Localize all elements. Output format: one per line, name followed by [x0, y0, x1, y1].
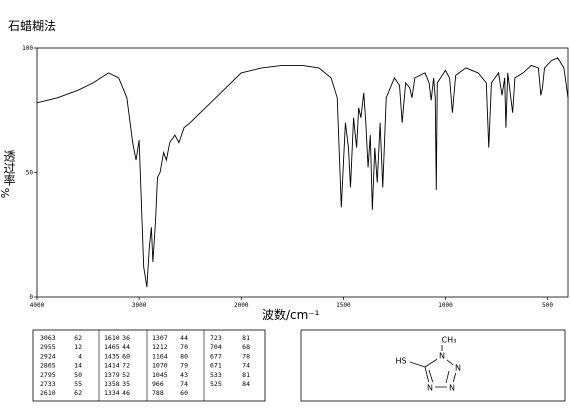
table-wavenumber: 2795 [40, 371, 56, 379]
table-wavenumber: 2955 [40, 343, 56, 351]
table-transmittance: 50 [74, 371, 82, 379]
table-wavenumber: 1045 [152, 371, 168, 379]
table-transmittance: 14 [74, 362, 82, 370]
table-wavenumber: 966 [152, 380, 164, 388]
table-wavenumber: 1307 [152, 334, 168, 342]
label-bg [453, 363, 462, 373]
table-wavenumber: 533 [210, 371, 222, 379]
atom-label: N [449, 384, 455, 393]
table-wavenumber: 3063 [40, 334, 56, 342]
y-tick-label: 50 [26, 170, 34, 177]
table-wavenumber: 525 [210, 380, 222, 388]
table-wavenumber: 1164 [152, 352, 168, 360]
table-transmittance: 79 [180, 362, 188, 370]
peak-table-frame [32, 329, 266, 402]
table-transmittance: 81 [242, 334, 250, 342]
table-wavenumber: 671 [210, 362, 222, 370]
table-wavenumber: 2865 [40, 362, 56, 370]
table-transmittance: 68 [242, 343, 250, 351]
table-transmittance: 35 [122, 380, 130, 388]
table-transmittance: 12 [74, 343, 82, 351]
x-tick-label: 3000 [132, 302, 147, 309]
x-tick-label: 2000 [234, 302, 249, 309]
table-transmittance: 62 [74, 334, 82, 342]
table-wavenumber: 1379 [104, 371, 120, 379]
x-tick-label: 1000 [438, 302, 453, 309]
table-transmittance: 60 [122, 352, 130, 360]
table-transmittance: 80 [180, 352, 188, 360]
table-wavenumber: 704 [210, 343, 222, 351]
table-wavenumber: 2610 [40, 389, 56, 397]
plot-frame [36, 47, 569, 298]
table-transmittance: 81 [242, 371, 250, 379]
x-tick-label: 500 [542, 302, 553, 309]
table-transmittance: 60 [180, 389, 188, 397]
table-transmittance: 43 [180, 371, 188, 379]
label-bg [447, 382, 457, 392]
substituent-label: CH₃ [442, 336, 457, 345]
y-tick-label: 0 [29, 294, 33, 301]
table-transmittance: 78 [242, 352, 250, 360]
table-wavenumber: 1435 [104, 352, 120, 360]
table-transmittance: 44 [122, 343, 130, 351]
x-tick-label: 4000 [30, 302, 45, 309]
table-wavenumber: 1358 [104, 380, 120, 388]
chart-title: 石蜡糊法 [8, 18, 56, 33]
table-transmittance: 74 [242, 362, 250, 370]
table-transmittance: 70 [180, 343, 188, 351]
table-transmittance: 44 [180, 334, 188, 342]
table-transmittance: 62 [74, 389, 82, 397]
table-transmittance: 4 [78, 352, 82, 360]
y-tick-label: 100 [22, 45, 33, 52]
table-wavenumber: 1334 [104, 389, 120, 397]
table-wavenumber: 2924 [40, 352, 56, 360]
table-wavenumber: 1465 [104, 343, 120, 351]
table-transmittance: 52 [122, 371, 130, 379]
table-wavenumber: 1212 [152, 343, 168, 351]
x-axis-label: 波数/cm⁻¹ [262, 307, 320, 322]
table-wavenumber: 1610 [104, 334, 120, 342]
substituent-label: HS [395, 357, 406, 366]
atom-label: N [439, 352, 445, 361]
label-bg [437, 351, 447, 361]
table-transmittance: 55 [74, 380, 82, 388]
table-transmittance: 46 [122, 389, 130, 397]
table-wavenumber: 788 [152, 389, 164, 397]
y-axis-unit: % [0, 188, 12, 198]
table-transmittance: 84 [242, 380, 250, 388]
spectrum-line [36, 57, 569, 288]
y-axis-label: 透过率 [2, 150, 16, 186]
atom-label: N [455, 364, 461, 373]
atom-label: N [427, 384, 433, 393]
table-transmittance: 72 [122, 362, 130, 370]
label-bg [425, 382, 435, 392]
table-wavenumber: 1070 [152, 362, 168, 370]
x-tick-label: 1500 [336, 302, 351, 309]
table-wavenumber: 677 [210, 352, 222, 360]
table-wavenumber: 1414 [104, 362, 120, 370]
structure-frame [300, 329, 566, 402]
table-transmittance: 74 [180, 380, 188, 388]
structure-bonds [409, 345, 458, 388]
table-transmittance: 36 [122, 334, 130, 342]
table-wavenumber: 723 [210, 334, 222, 342]
table-wavenumber: 2733 [40, 380, 56, 388]
